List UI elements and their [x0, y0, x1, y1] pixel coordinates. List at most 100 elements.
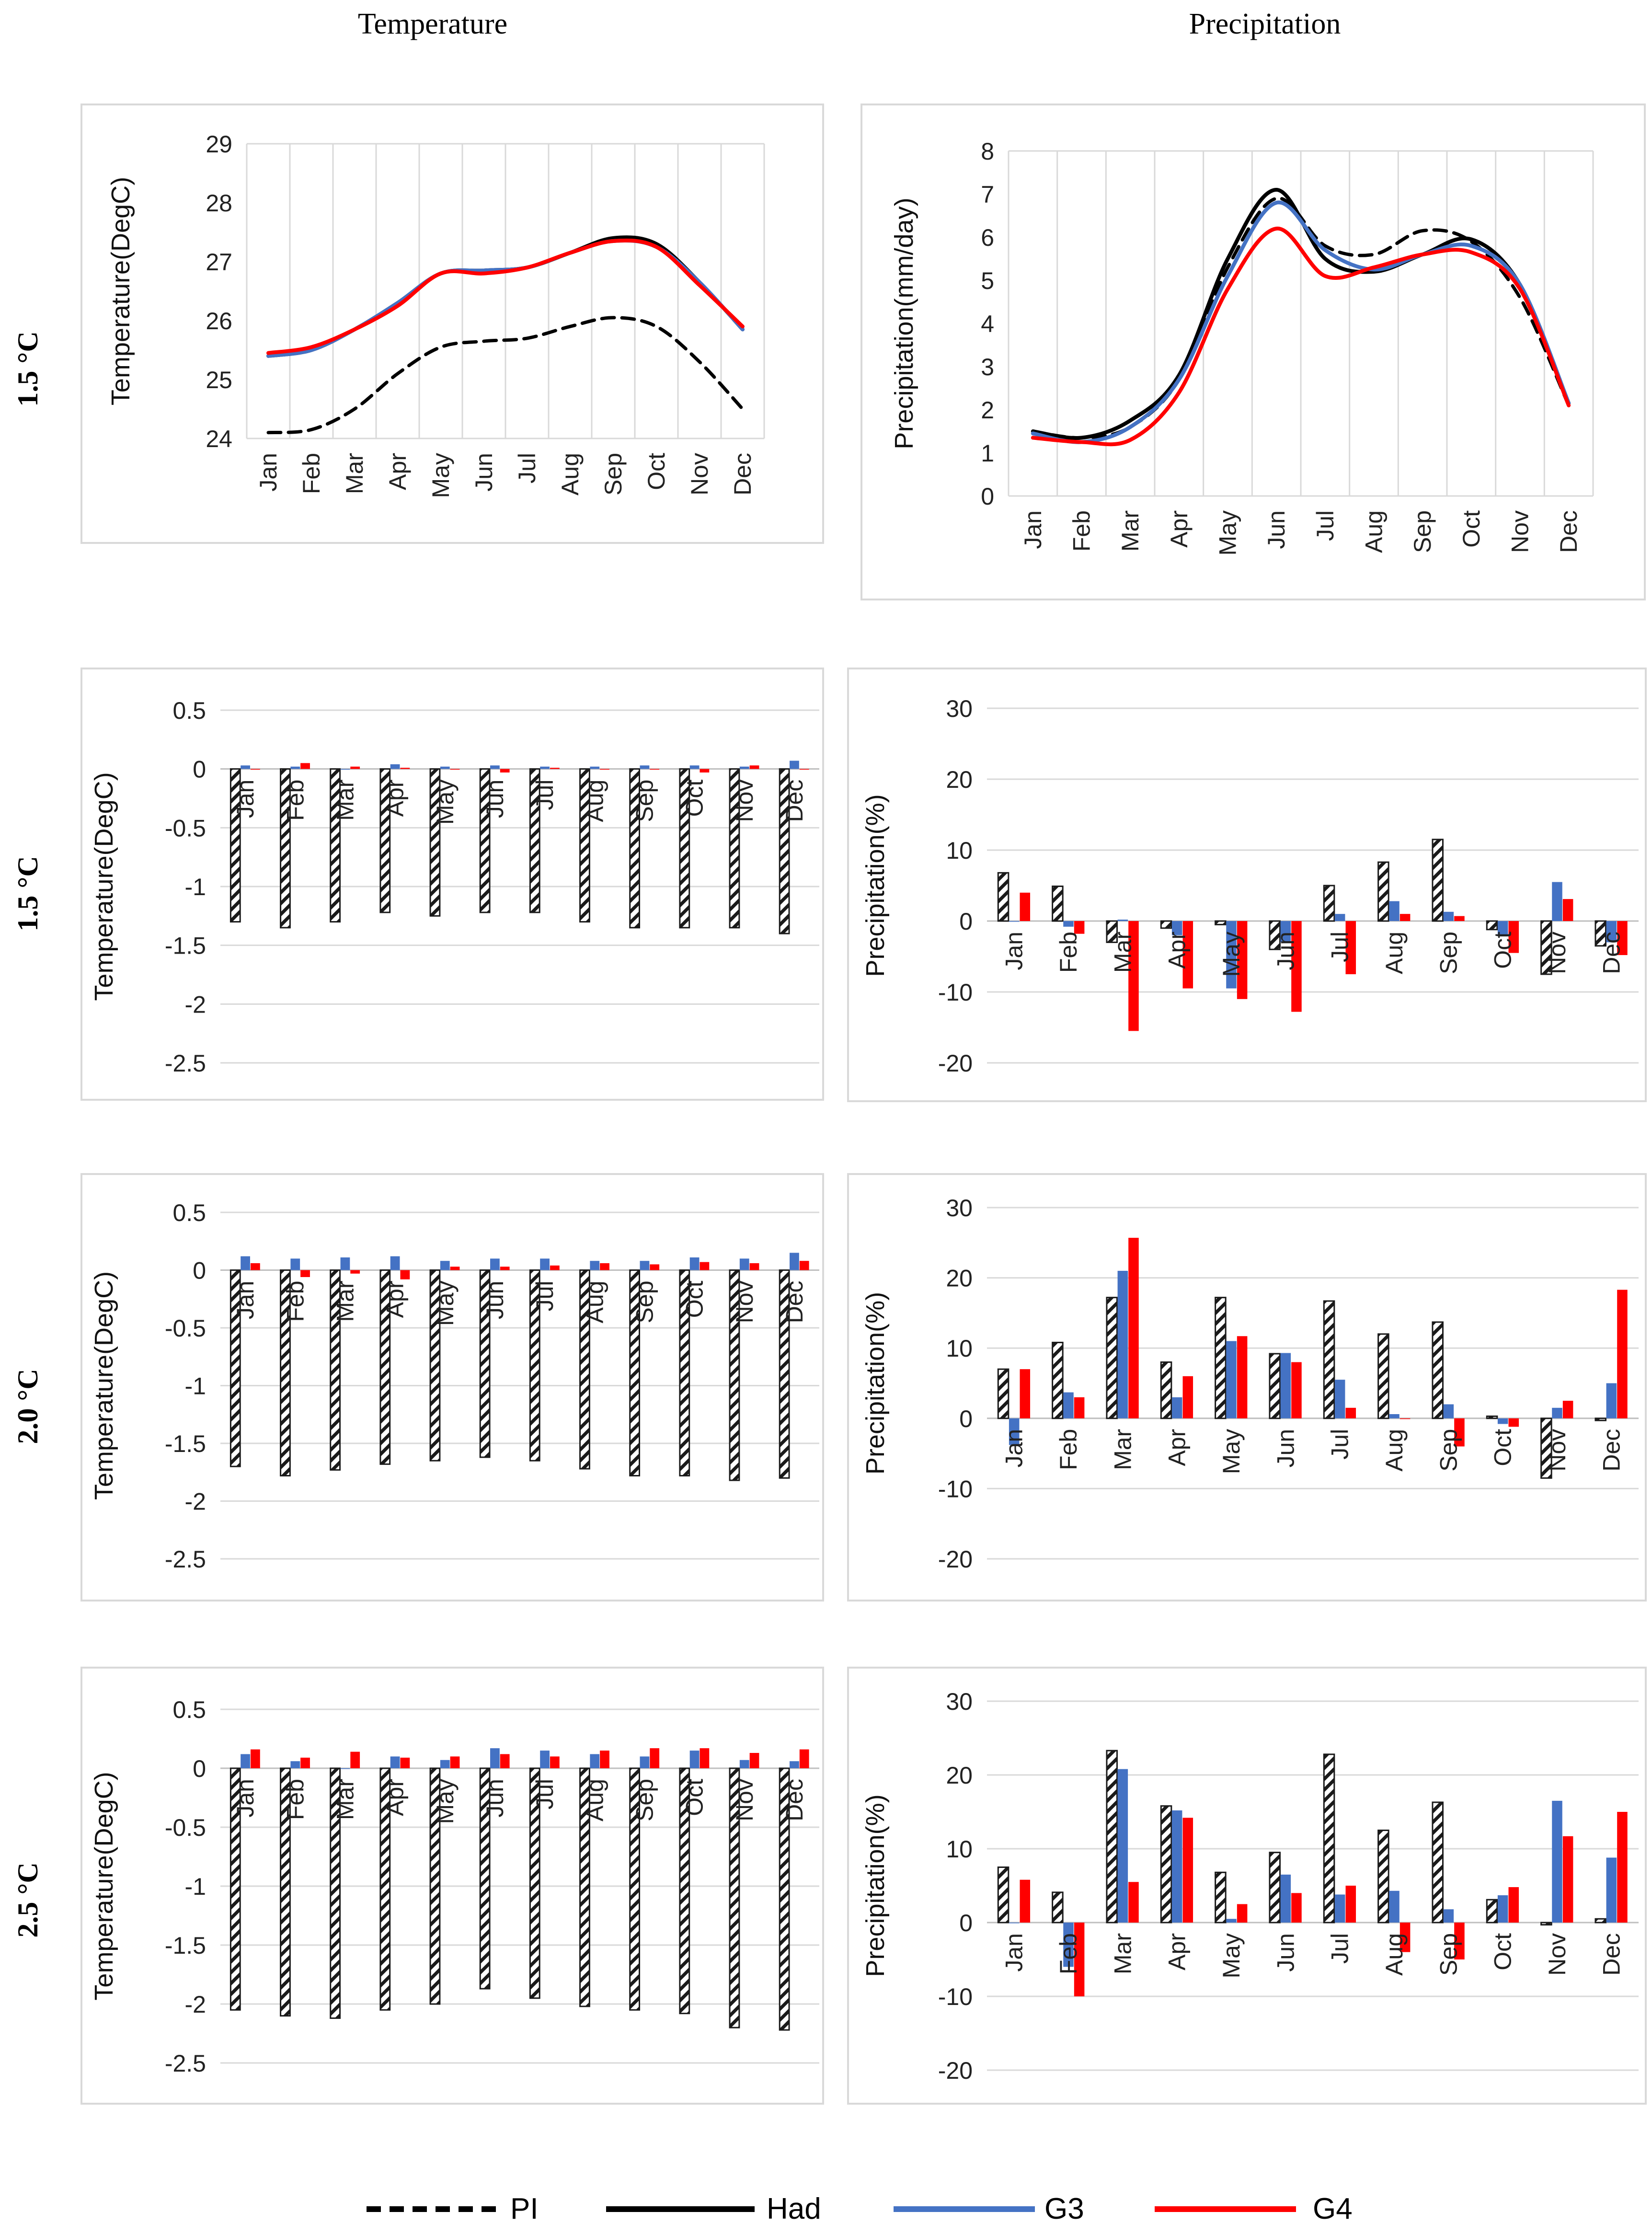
x-tick-label: Nov	[731, 1779, 758, 1821]
bar-g3	[440, 766, 450, 769]
legend: PI Had G3 G4	[367, 2192, 1353, 2225]
x-tick-label: Jul	[1327, 932, 1354, 962]
bar-g4	[450, 769, 460, 770]
bar-pi	[1215, 1297, 1227, 1419]
x-tick-label: Jun	[1263, 510, 1290, 549]
bar-g3	[440, 1261, 450, 1270]
bar-g4	[350, 1751, 360, 1768]
bar-g4	[1562, 1401, 1573, 1418]
bar-pi	[229, 768, 241, 923]
bar-pi	[529, 1269, 540, 1462]
bar-g4	[1237, 1904, 1248, 1923]
bar-g3	[1226, 1919, 1237, 1923]
x-tick-label: Jun	[1272, 1429, 1299, 1468]
y-tick-label: 28	[206, 190, 232, 217]
bar-g4	[799, 1261, 809, 1270]
bar-g3	[390, 1756, 400, 1768]
y-tick-label: -1.5	[165, 933, 206, 959]
x-tick-label: Feb	[282, 1281, 309, 1322]
bar-g3	[1009, 921, 1020, 922]
x-tick-label: Nov	[1544, 1429, 1571, 1472]
bar-pi	[1377, 861, 1389, 922]
chart-panel-3: 0.5 0 -0.5 -1 -1.5 -2 -2.5 Jan Feb Mar Apr May Jun Ju…	[80, 668, 824, 1101]
bar-g4	[700, 1262, 710, 1270]
bar-g4	[500, 1754, 510, 1768]
bar-g3	[1606, 921, 1617, 943]
x-tick-label: Feb	[282, 1779, 309, 1820]
x-tick-label: May	[1215, 510, 1241, 555]
panel-frame	[860, 104, 1646, 600]
bar-pi	[679, 1767, 690, 2015]
x-tick-label: Jan	[255, 453, 282, 492]
bar-g3	[540, 1258, 550, 1270]
bar-g4	[749, 1263, 759, 1270]
bar-pi	[679, 768, 690, 929]
bar-pi	[479, 1269, 491, 1458]
bar-g4	[600, 769, 609, 770]
bar-g4	[700, 769, 710, 773]
y-tick-label: 8	[981, 138, 994, 165]
bar-pi	[1215, 1871, 1227, 1924]
bar-g4	[400, 1757, 410, 1768]
bar-pi	[779, 1767, 790, 2031]
x-tick-label: Jun	[482, 1281, 508, 1320]
x-tick-label: Apr	[382, 780, 409, 817]
y-tick-label: -2	[185, 991, 206, 1018]
bar-g3	[640, 1756, 650, 1768]
row-label-4: 2.5 °C	[12, 1862, 44, 1937]
x-tick-label: Dec	[1555, 510, 1582, 553]
bar-pi	[1052, 1891, 1064, 1924]
bar-g3	[1009, 1923, 1020, 1924]
bar-pi	[1595, 920, 1606, 947]
y-axis-label: Precipitation(%)	[861, 1292, 890, 1475]
bar-pi	[529, 1767, 540, 1999]
bar-pi	[330, 1767, 341, 2019]
bar-g3	[1063, 1392, 1074, 1418]
bar-g3	[390, 1256, 400, 1270]
bar-g4	[1400, 914, 1411, 921]
bar-pi	[579, 1767, 590, 2007]
y-tick-label: -1.5	[165, 1932, 206, 1959]
bar-g4	[250, 769, 260, 770]
y-tick-label: 2	[981, 397, 994, 424]
bar-g4	[300, 1270, 310, 1277]
bar-pi	[1106, 1297, 1118, 1419]
y-tick-label: 27	[206, 249, 232, 276]
bar-pi	[280, 1269, 291, 1476]
x-tick-label: Aug	[581, 1779, 608, 1821]
bar-g3	[1443, 911, 1454, 921]
bar-g4	[749, 1753, 759, 1768]
bar-g3	[1171, 921, 1182, 935]
bar-g4	[1617, 1812, 1628, 1923]
bar-pi	[1269, 1353, 1281, 1419]
bar-g4	[1128, 921, 1139, 1031]
panel-frame	[80, 1173, 824, 1601]
legend-label-had: Had	[767, 2192, 821, 2225]
x-tick-label: Apr	[384, 453, 411, 490]
bar-pi	[1160, 920, 1172, 929]
x-tick-label: Feb	[1055, 1933, 1082, 1974]
x-tick-label: Sep	[1435, 1933, 1462, 1976]
bar-pi	[1432, 839, 1444, 922]
bar-g3	[739, 1258, 749, 1270]
bar-g4	[1345, 1407, 1356, 1418]
bar-g4	[600, 1263, 609, 1270]
y-tick-label: 10	[946, 1836, 973, 1863]
bar-g4	[300, 1757, 310, 1768]
bar-g4	[450, 1267, 460, 1270]
bar-g4	[1020, 1369, 1031, 1418]
panel-frame	[847, 1173, 1647, 1601]
y-tick-label: -2.5	[165, 1546, 206, 1573]
x-tick-label: Jan	[232, 780, 259, 818]
series-line-pi	[266, 316, 745, 435]
y-axis-label: Temperature(DegC)	[90, 1271, 118, 1500]
bar-pi	[1486, 1415, 1498, 1419]
x-tick-label: Jan	[1001, 1933, 1028, 1972]
bar-g4	[600, 1751, 609, 1768]
x-tick-label: Mar	[332, 1779, 358, 1820]
row-label-3: 2.0 °C	[12, 1369, 44, 1444]
x-tick-label: Apr	[1164, 932, 1191, 969]
bar-g3	[1552, 1800, 1562, 1923]
x-tick-label: Jan	[1020, 510, 1046, 549]
x-tick-label: Oct	[1490, 932, 1516, 969]
